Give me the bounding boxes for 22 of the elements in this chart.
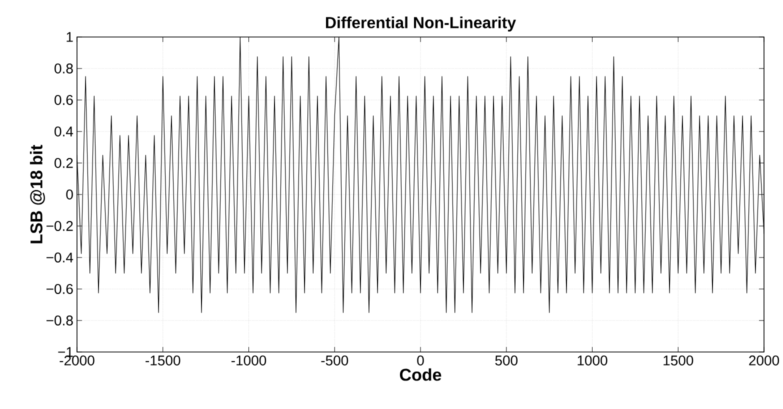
- chart-title: Differential Non-Linearity: [326, 16, 516, 32]
- x-tick-label: -2000: [60, 356, 94, 366]
- y-tick-label: 0: [66, 190, 73, 200]
- y-tick-label: 0.2: [54, 158, 73, 168]
- y-tick-label: −0.2: [46, 221, 73, 231]
- y-tick-label: 0.4: [54, 126, 74, 136]
- y-tick-label: 0.8: [54, 64, 73, 74]
- x-tick-label: 1000: [578, 356, 608, 366]
- x-tick-label: -500: [321, 356, 348, 366]
- x-axis-title: Code: [400, 368, 442, 381]
- x-tick-label: 2000: [749, 356, 780, 366]
- x-tick-label: -1000: [231, 356, 266, 366]
- x-tick-label: -1500: [146, 356, 180, 366]
- x-tick-label: 0: [417, 356, 424, 366]
- x-tick-label: 1500: [664, 356, 694, 366]
- y-tick-label: −0.8: [46, 316, 73, 326]
- y-tick-label: 1: [66, 32, 73, 42]
- y-tick-label: −0.6: [46, 284, 73, 294]
- y-tick-label: −0.4: [46, 252, 74, 262]
- y-tick-label: 0.6: [54, 95, 73, 105]
- x-tick-label: 500: [495, 356, 518, 366]
- y-axis-title: LSB @18 bit: [30, 144, 45, 244]
